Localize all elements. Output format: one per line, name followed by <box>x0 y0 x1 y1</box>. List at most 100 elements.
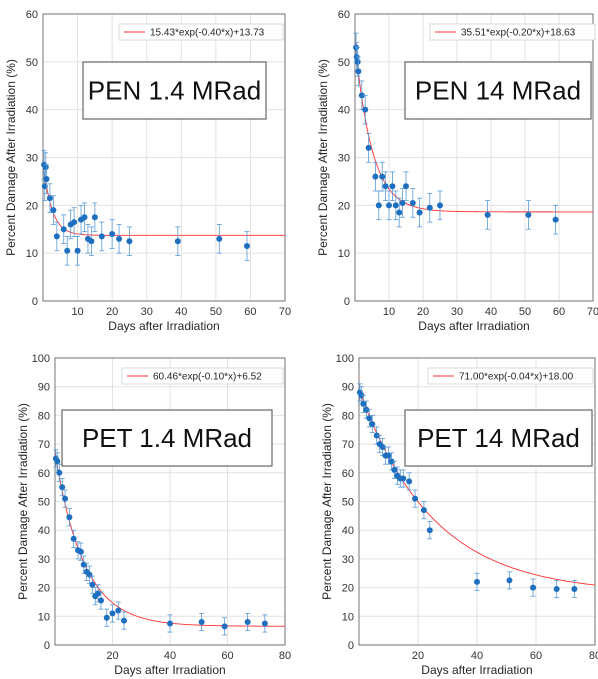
x-tick-label: 60 <box>530 650 542 662</box>
data-point <box>95 590 102 597</box>
y-tick-label: 100 <box>336 353 354 365</box>
data-point <box>50 207 57 214</box>
y-tick-label: 100 <box>32 353 50 365</box>
x-tick-label: 80 <box>279 650 291 662</box>
data-point <box>365 144 372 151</box>
x-tick-label: 70 <box>587 306 598 318</box>
data-point <box>388 458 395 465</box>
data-point <box>382 183 389 190</box>
data-point <box>385 452 392 459</box>
data-point <box>366 415 373 422</box>
data-point <box>396 209 403 216</box>
y-tick-label: 10 <box>26 248 38 260</box>
y-tick-label: 30 <box>338 153 350 165</box>
y-tick-label: 40 <box>342 525 354 537</box>
legend-box <box>118 23 284 41</box>
y-axis-label: Percent Damage After Irradiation (%) <box>4 59 18 256</box>
y-tick-label: 60 <box>26 9 38 21</box>
y-tick-label: 0 <box>348 640 354 652</box>
title-box <box>404 409 593 467</box>
y-tick-label: 40 <box>338 105 350 117</box>
x-tick-label: 50 <box>519 306 531 318</box>
y-tick-label: 10 <box>342 611 354 623</box>
data-point <box>386 202 392 209</box>
y-tick-label: 50 <box>338 57 350 69</box>
data-point <box>62 495 69 502</box>
x-tick-label: 50 <box>210 306 222 318</box>
data-point <box>53 233 60 240</box>
axes-box <box>354 13 594 302</box>
x-tick-label: 20 <box>412 650 424 662</box>
data-point <box>86 571 93 578</box>
y-tick-label: 20 <box>38 583 50 595</box>
data-point <box>375 202 382 209</box>
x-tick-label: 60 <box>244 306 256 318</box>
y-tick-label: 90 <box>38 382 50 394</box>
y-tick-label: 10 <box>338 248 350 260</box>
chart-panel-4: 0 10 20 30 40 50 60 70 80 90 100 20 40 60 80 Days after… <box>320 353 598 677</box>
data-point <box>261 620 268 627</box>
data-point <box>109 610 116 617</box>
x-tick-label: 20 <box>417 306 429 318</box>
data-point <box>358 92 365 99</box>
data-point <box>174 238 181 245</box>
y-tick-label: 10 <box>38 611 50 623</box>
legend-box <box>121 367 284 385</box>
x-axis-label: Days after Irradiation <box>114 663 225 677</box>
fit-curve <box>43 161 285 236</box>
y-tick-label: 40 <box>38 525 50 537</box>
data-point <box>244 619 251 626</box>
data-point <box>89 581 96 588</box>
data-point <box>60 226 67 233</box>
data-point <box>369 421 376 428</box>
data-point <box>98 233 105 240</box>
data-point <box>216 235 223 242</box>
legend-label: 71.00*exp(-0.04*x)+18.00 <box>459 372 574 383</box>
fit-curve <box>355 41 593 213</box>
data-point <box>372 173 379 180</box>
y-tick-label: 0 <box>44 640 50 652</box>
data-point <box>474 578 480 585</box>
x-axis-label: Days after Irradiation <box>418 319 529 333</box>
x-tick-label: 30 <box>451 306 463 318</box>
data-point <box>403 183 409 190</box>
data-point <box>379 173 386 180</box>
x-axis-label: Days after Irradiation <box>421 663 532 677</box>
y-axis-label: Percent Damage After Irradiation (%) <box>16 403 30 600</box>
data-point <box>391 466 398 473</box>
x-tick-label: 80 <box>589 650 598 662</box>
x-tick-label: 70 <box>279 306 291 318</box>
y-tick-label: 50 <box>38 497 50 509</box>
data-point <box>126 238 133 245</box>
y-axis-label: Percent Damage After Irradiation (%) <box>316 59 330 256</box>
data-point <box>400 475 407 482</box>
data-point <box>363 406 370 413</box>
axes-box <box>54 357 286 646</box>
y-tick-label: 60 <box>38 468 50 480</box>
data-point <box>59 484 66 491</box>
data-point <box>530 584 537 591</box>
chart-panel-2: 0 10 20 30 40 50 60 10 20 30 40 50 60 70 Days after Ir… <box>316 9 598 333</box>
data-point <box>167 620 173 627</box>
data-point <box>426 204 433 211</box>
data-point <box>412 495 419 502</box>
x-tick-label: 20 <box>106 650 118 662</box>
x-tick-label: 60 <box>553 306 565 318</box>
data-point <box>571 586 578 593</box>
data-point <box>98 597 104 604</box>
title-box <box>404 61 592 120</box>
axes-box <box>42 13 286 302</box>
data-point <box>355 68 362 75</box>
x-tick-label: 40 <box>164 650 176 662</box>
data-point <box>362 106 369 113</box>
axes-box <box>358 357 596 646</box>
chart-panel-3: 0 10 20 30 40 50 60 70 80 90 100 20 40 60 80 Days after… <box>16 353 291 677</box>
data-point <box>88 238 95 245</box>
y-tick-label: 90 <box>342 382 354 394</box>
data-point <box>409 199 416 206</box>
legend-box <box>427 367 594 385</box>
data-point <box>437 202 443 209</box>
title-box <box>61 409 273 467</box>
y-tick-label: 20 <box>338 200 350 212</box>
